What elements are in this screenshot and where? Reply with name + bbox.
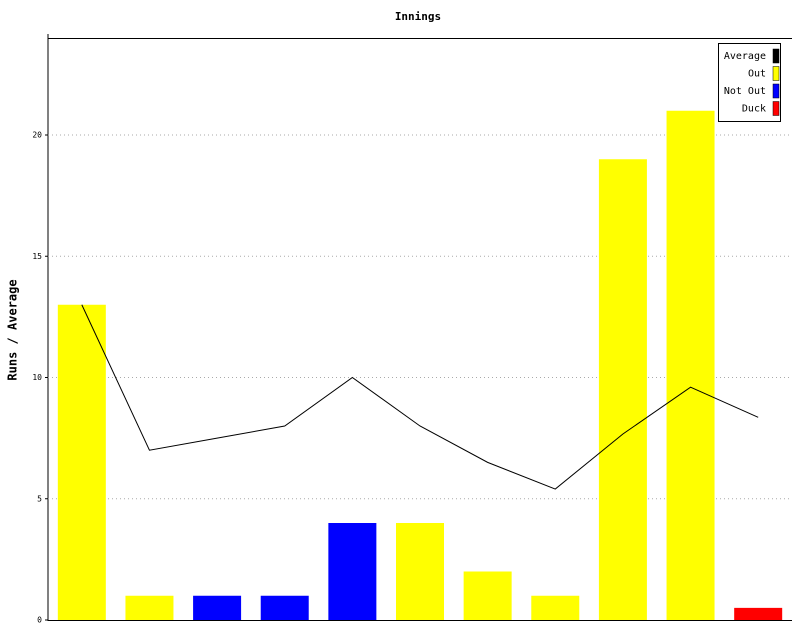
y-tick-label: 0 xyxy=(37,616,42,625)
bar xyxy=(531,595,580,620)
legend-label: Average xyxy=(724,51,766,62)
average-line xyxy=(81,304,759,490)
y-tick-label: 10 xyxy=(32,373,42,382)
legend-label: Duck xyxy=(742,104,766,115)
legend-swatch xyxy=(772,66,780,81)
chart-title: Innings xyxy=(395,10,441,23)
legend-swatch xyxy=(772,48,780,64)
bar xyxy=(328,523,377,620)
bar xyxy=(463,571,512,620)
legend-label: Not Out xyxy=(724,86,766,97)
legend-box xyxy=(718,43,781,122)
bar xyxy=(666,110,715,620)
bar xyxy=(396,523,444,620)
legend-swatch xyxy=(772,101,780,116)
bar xyxy=(193,595,242,620)
y-tick-label: 15 xyxy=(32,252,42,261)
bar xyxy=(598,159,647,620)
y-tick-label: 20 xyxy=(32,131,42,140)
legend-label: Out xyxy=(748,69,766,80)
bar xyxy=(260,595,309,620)
y-axis-label: Runs / Average xyxy=(6,279,20,380)
bar xyxy=(125,595,174,620)
y-tick-label: 5 xyxy=(37,494,42,503)
legend-swatch xyxy=(772,83,780,99)
bar xyxy=(57,304,106,620)
bar xyxy=(734,607,783,620)
